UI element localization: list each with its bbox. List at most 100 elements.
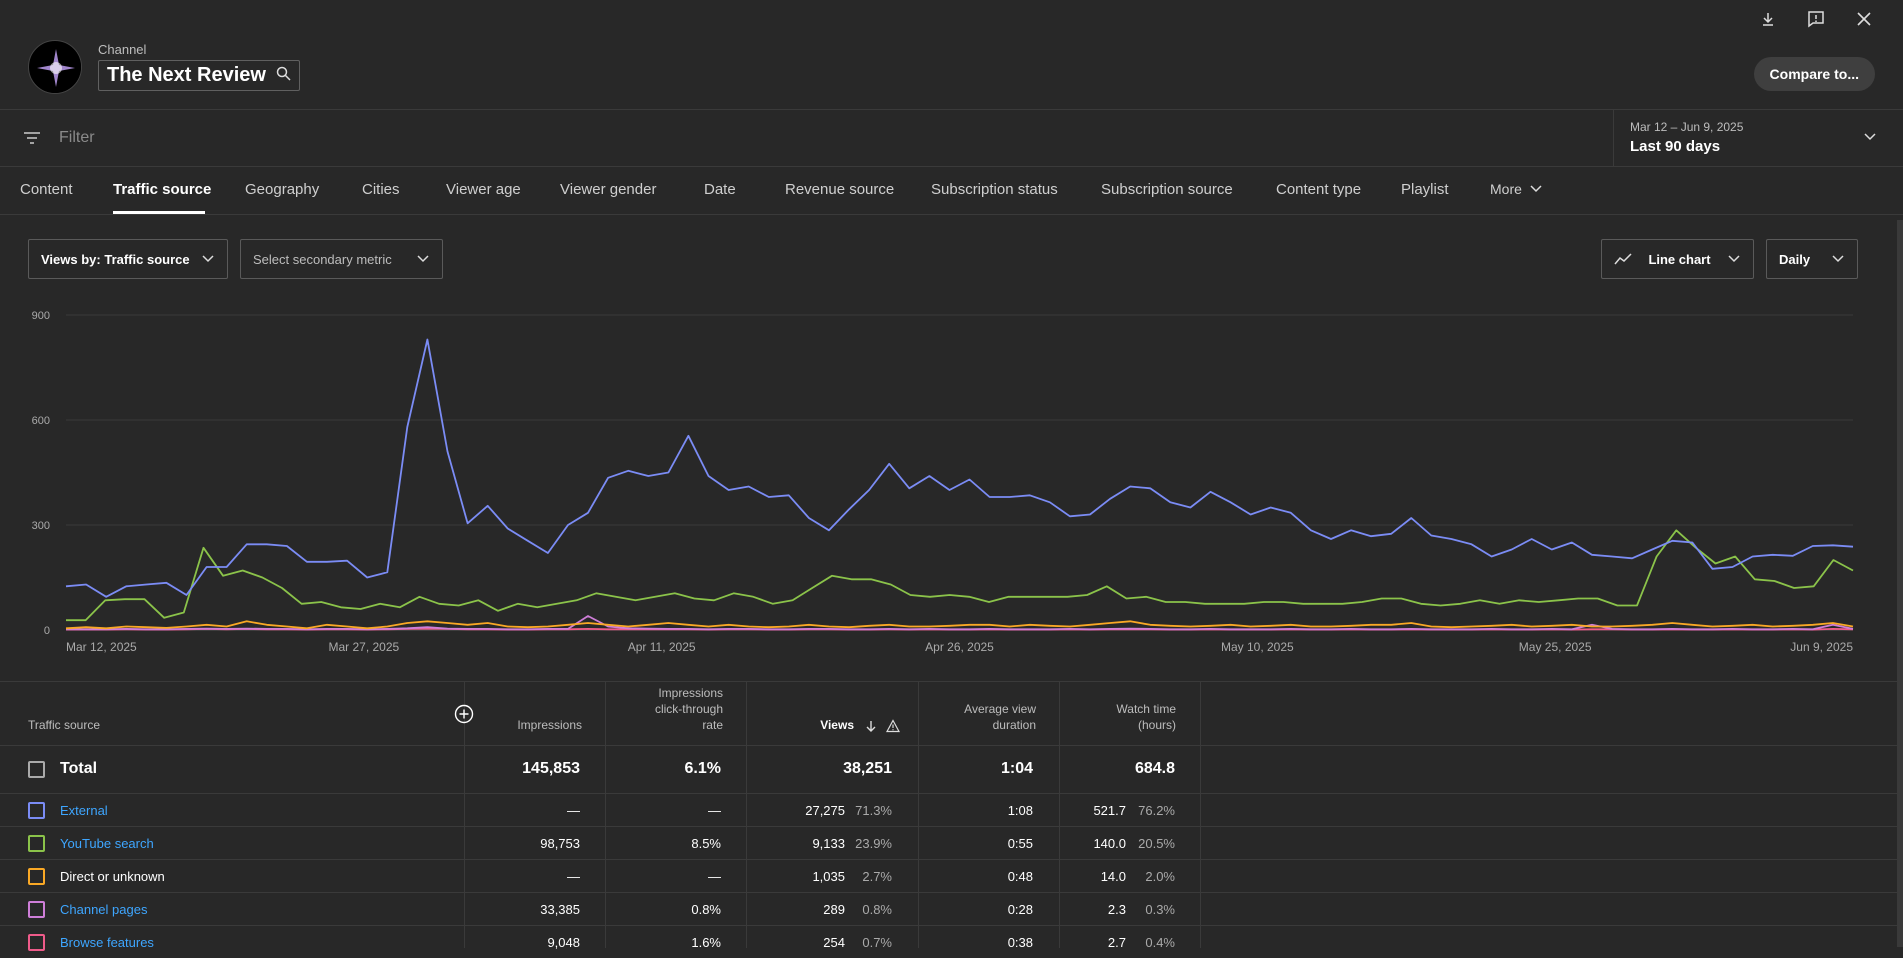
row-watch-time-percent: 0.4% bbox=[1145, 935, 1175, 950]
total-checkbox[interactable] bbox=[28, 761, 45, 778]
chart-type-dropdown[interactable]: Line chart bbox=[1601, 239, 1754, 279]
row-impressions: 33,385 bbox=[540, 902, 580, 917]
interval-dropdown[interactable]: Daily bbox=[1766, 239, 1858, 279]
x-tick-label: May 25, 2025 bbox=[1519, 640, 1592, 654]
filter-icon[interactable] bbox=[22, 129, 42, 152]
series-line[interactable] bbox=[65, 338, 1854, 598]
row-ctr: — bbox=[708, 803, 721, 818]
y-tick-label: 600 bbox=[32, 415, 50, 427]
row-ctr: 1.6% bbox=[691, 935, 721, 950]
tab-revenue-source[interactable]: Revenue source bbox=[785, 181, 895, 198]
row-avd: 0:38 bbox=[1007, 935, 1033, 950]
tab-date[interactable]: Date bbox=[704, 181, 736, 198]
total-label: Total bbox=[60, 760, 98, 777]
y-tick-label: 300 bbox=[32, 520, 50, 532]
column-divider bbox=[464, 682, 465, 948]
series-line[interactable] bbox=[65, 620, 1854, 630]
header-views[interactable]: Views bbox=[760, 682, 900, 745]
table-row: YouTube search 98,753 8.5% 9,133 23.9% 0:55 14… bbox=[0, 826, 1903, 859]
x-tick-label: Mar 12, 2025 bbox=[66, 640, 137, 654]
traffic-source-name[interactable]: YouTube search bbox=[60, 836, 154, 851]
row-impressions: — bbox=[567, 803, 580, 818]
channel-name: The Next Review bbox=[107, 64, 266, 86]
compare-button[interactable]: Compare to... bbox=[1753, 57, 1875, 91]
tab-geography[interactable]: Geography bbox=[245, 181, 320, 198]
filter-input[interactable]: Filter bbox=[59, 129, 95, 146]
row-views: 289 bbox=[823, 902, 845, 917]
feedback-icon[interactable] bbox=[1805, 8, 1827, 30]
row-checkbox[interactable] bbox=[28, 868, 45, 885]
traffic-source-name[interactable]: Channel pages bbox=[60, 902, 148, 917]
table-row: Direct or unknown — — 1,035 2.7% 0:48 14.0 2.0% bbox=[0, 859, 1903, 892]
column-divider bbox=[1200, 682, 1201, 948]
channel-selector[interactable]: The Next Review bbox=[98, 60, 300, 91]
row-views-percent: 2.7% bbox=[862, 869, 892, 884]
total-views: 38,251 bbox=[843, 760, 892, 777]
x-tick-label: Mar 27, 2025 bbox=[328, 640, 399, 654]
chevron-down-icon bbox=[1728, 255, 1740, 263]
row-watch-time-percent: 0.3% bbox=[1145, 902, 1175, 917]
arrow-down-icon bbox=[866, 721, 876, 732]
close-icon[interactable] bbox=[1853, 8, 1875, 30]
tab-cities[interactable]: Cities bbox=[362, 181, 400, 198]
table-row: External — — 27,275 71.3% 1:08 521.7 76.2% bbox=[0, 793, 1903, 826]
tab-traffic-source[interactable]: Traffic source bbox=[113, 181, 212, 198]
tab-viewer-age[interactable]: Viewer age bbox=[446, 181, 521, 198]
row-avd: 0:48 bbox=[1007, 869, 1033, 884]
series-line[interactable] bbox=[66, 615, 1854, 631]
header-average-view-duration[interactable]: Average view duration bbox=[964, 702, 1036, 732]
row-ctr: — bbox=[708, 869, 721, 884]
header-watch-time[interactable]: Watch time (hours) bbox=[1116, 702, 1176, 732]
header-traffic-source: Traffic source bbox=[28, 718, 101, 732]
row-views: 254 bbox=[823, 935, 845, 950]
secondary-metric-dropdown[interactable]: Select secondary metric bbox=[240, 239, 443, 279]
tab-subscription-source[interactable]: Subscription source bbox=[1101, 181, 1233, 198]
row-views-percent: 71.3% bbox=[855, 803, 892, 818]
channel-label: Channel bbox=[98, 42, 147, 57]
row-watch-time: 521.7 bbox=[1093, 803, 1126, 818]
x-tick-label: May 10, 2025 bbox=[1221, 640, 1294, 654]
tab-playlist[interactable]: Playlist bbox=[1401, 181, 1449, 198]
tab-content-type[interactable]: Content type bbox=[1276, 181, 1362, 198]
tab-viewer-gender[interactable]: Viewer gender bbox=[560, 181, 657, 198]
column-divider bbox=[1059, 682, 1060, 948]
window-actions bbox=[1757, 8, 1875, 30]
total-avd: 1:04 bbox=[1000, 760, 1033, 777]
secondary-metric-label: Select secondary metric bbox=[253, 251, 392, 267]
views-line-chart[interactable]: 900 600 300 0 Mar 12, 2025 Mar 27, 2025 Apr 11… bbox=[0, 300, 1903, 670]
tab-content[interactable]: Content bbox=[20, 181, 73, 198]
filter-bar: Filter Mar 12 – Jun 9, 2025 Last 90 days bbox=[0, 109, 1903, 167]
tab-subscription-status[interactable]: Subscription status bbox=[931, 181, 1058, 198]
interval-label: Daily bbox=[1779, 251, 1811, 267]
row-checkbox[interactable] bbox=[28, 835, 45, 852]
date-range-label: Last 90 days bbox=[1630, 138, 1721, 155]
warning-icon bbox=[886, 719, 900, 733]
add-column-icon[interactable] bbox=[454, 704, 474, 729]
row-checkbox[interactable] bbox=[28, 802, 45, 819]
series-line[interactable] bbox=[66, 529, 1854, 622]
y-tick-label: 900 bbox=[32, 310, 50, 322]
row-avd: 0:28 bbox=[1007, 902, 1033, 917]
chevron-down-icon bbox=[1863, 130, 1877, 149]
total-impressions: 145,853 bbox=[522, 760, 580, 777]
row-watch-time-percent: 20.5% bbox=[1138, 836, 1175, 851]
row-views-percent: 0.7% bbox=[862, 935, 892, 950]
primary-metric-dropdown[interactable]: Views by: Traffic source bbox=[28, 239, 228, 279]
row-watch-time-percent: 2.0% bbox=[1145, 869, 1175, 884]
table-row: Channel pages 33,385 0.8% 289 0.8% 0:28 2.3 0.3… bbox=[0, 892, 1903, 925]
row-checkbox[interactable] bbox=[28, 934, 45, 951]
row-checkbox[interactable] bbox=[28, 901, 45, 918]
scrollbar[interactable] bbox=[1897, 220, 1903, 947]
traffic-source-name[interactable]: Browse features bbox=[60, 935, 154, 950]
row-watch-time: 2.7 bbox=[1107, 935, 1126, 950]
total-watch-time: 684.8 bbox=[1134, 760, 1175, 777]
dimension-tabs: Content Traffic source Geography Cities … bbox=[0, 167, 1903, 215]
tab-more[interactable]: More bbox=[1490, 181, 1542, 197]
x-tick-label: Apr 26, 2025 bbox=[925, 640, 994, 654]
header-ctr[interactable]: Impressions click-through rate bbox=[654, 686, 723, 732]
traffic-source-name[interactable]: External bbox=[60, 803, 108, 818]
header-impressions[interactable]: Impressions bbox=[517, 718, 582, 732]
download-icon[interactable] bbox=[1757, 8, 1779, 30]
table-row: Browse features 9,048 1.6% 254 0.7% 0:38 2.7 0.… bbox=[0, 925, 1903, 958]
date-range-selector[interactable]: Mar 12 – Jun 9, 2025 Last 90 days bbox=[1613, 110, 1903, 167]
